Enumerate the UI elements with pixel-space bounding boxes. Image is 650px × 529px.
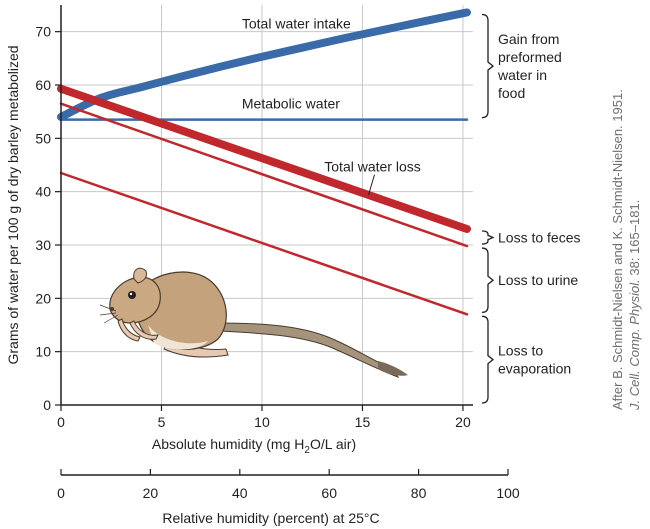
plot-area xyxy=(61,5,473,405)
y-tick-label: 20 xyxy=(35,290,51,306)
x2-tick-label: 60 xyxy=(321,485,337,501)
series-line-total-water-loss xyxy=(57,84,471,233)
annotation-line: food xyxy=(498,85,525,101)
x-tick-label: 5 xyxy=(158,414,166,430)
y-tick-label: 10 xyxy=(35,344,51,360)
annotation-line: water in xyxy=(497,67,547,83)
x-tick-label: 0 xyxy=(57,414,65,430)
y-tick-label: 40 xyxy=(35,184,51,200)
y-tick-label: 70 xyxy=(35,24,51,40)
grid-lines xyxy=(61,5,473,405)
x2-tick-label: 100 xyxy=(496,485,520,501)
x2-axis-label: Relative humidity (percent) at 25°C xyxy=(162,510,379,526)
x-axis-label-suffix: O/L air) xyxy=(310,436,356,452)
x-tick-label: 20 xyxy=(455,414,471,430)
x2-tick-label: 80 xyxy=(411,485,427,501)
bracket-0 xyxy=(481,13,495,119)
series-labels: Total water intake Metabolic water Total w… xyxy=(242,15,421,196)
series-line-component-3 xyxy=(59,102,469,248)
credit-line-1: After B. Schmidt-Nielsen and K. Schmidt-… xyxy=(610,89,625,410)
x-tick-label: 10 xyxy=(254,414,270,430)
credit-volume: 38: 165–181. xyxy=(627,200,642,280)
x2-tick-label: 40 xyxy=(232,485,248,501)
kangaroo-rat-icon xyxy=(99,267,408,378)
x-axis-label: Absolute humidity (mg H2O/L air) xyxy=(152,436,356,456)
y-tick-label: 30 xyxy=(35,237,51,253)
series-label-leader xyxy=(368,174,376,196)
x2-tick-label: 20 xyxy=(143,485,159,501)
annotation-line: Loss to xyxy=(498,343,543,359)
series-label-total-water-loss: Total water loss xyxy=(324,158,420,174)
annotation-label-0: Gain from preformed water in food xyxy=(497,31,562,101)
x-axis-label-prefix: Absolute humidity (mg H xyxy=(152,436,305,452)
annotation-line: evaporation xyxy=(498,361,571,377)
source-credit: After B. Schmidt-Nielsen and K. Schmidt-… xyxy=(610,86,642,411)
y-tick-label: 0 xyxy=(43,397,51,413)
series-label-metabolic-water: Metabolic water xyxy=(242,95,340,111)
annotation-label-3: Loss to evaporation xyxy=(498,343,571,377)
x-axis-label-subscript: 2 xyxy=(304,445,310,456)
annotation-line: Gain from xyxy=(498,31,559,47)
series-layer xyxy=(57,8,471,316)
credit-journal: J. Cell. Comp. Physiol. xyxy=(627,279,642,411)
y-axis-label: Grams of water per 100 g of dry barley m… xyxy=(5,45,21,364)
x2-tick-label: 0 xyxy=(57,485,65,501)
annotation-line: Loss to feces xyxy=(498,230,581,246)
series-line-total-water-intake xyxy=(57,8,471,121)
annotation-line: preformed xyxy=(498,49,562,65)
x-tick-label: 15 xyxy=(355,414,371,430)
bracket-3 xyxy=(481,315,495,404)
annotation-line: Loss to urine xyxy=(498,272,578,288)
annotation-label-2: Loss to urine xyxy=(498,272,578,288)
y-tick-label: 60 xyxy=(35,77,51,93)
y-tick-label: 50 xyxy=(35,130,51,146)
annotation-label-1: Loss to feces xyxy=(498,230,581,246)
bracket-2 xyxy=(481,247,495,313)
series-label-total-water-intake: Total water intake xyxy=(242,15,351,31)
series-line-component-4 xyxy=(59,171,469,316)
bracket-1 xyxy=(481,230,495,245)
annotation-brackets: Gain from preformed water in food Loss to fe… xyxy=(481,13,581,404)
